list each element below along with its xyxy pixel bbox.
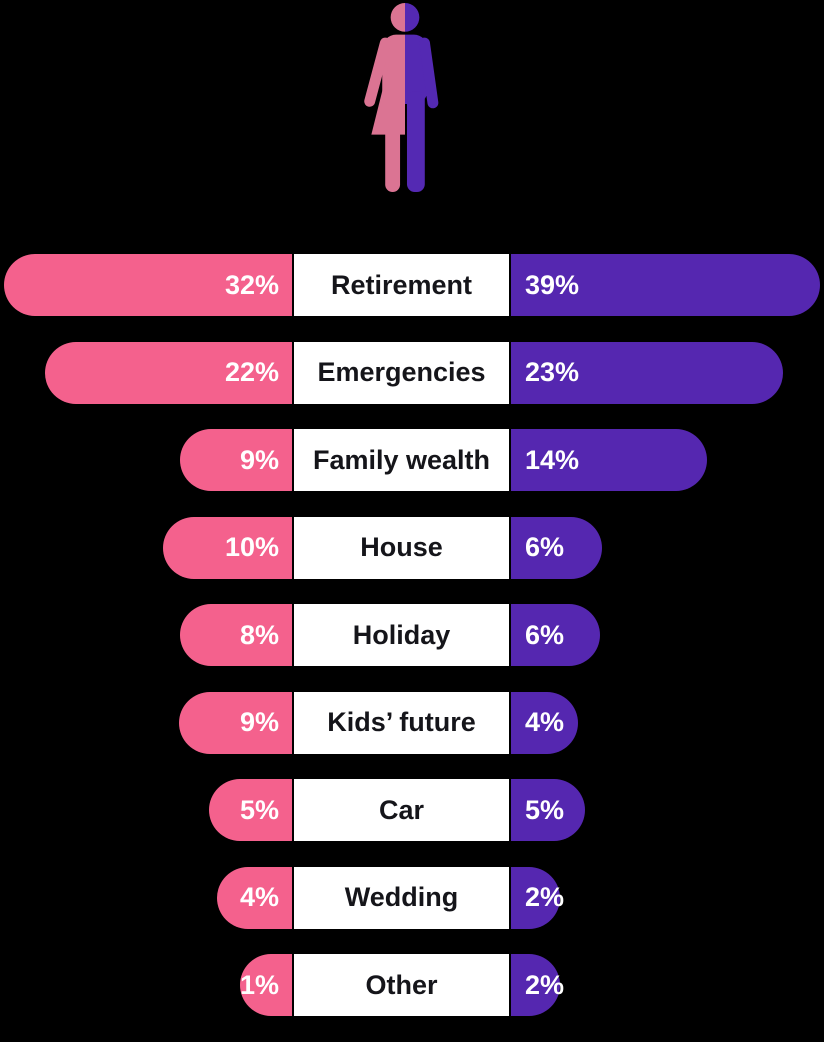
category-label-box: Holiday <box>294 604 509 666</box>
female-value-label: 4% <box>239 882 279 912</box>
male-bar: 5% <box>511 779 585 841</box>
male-value-label: 23% <box>525 357 580 387</box>
chart-row-family-wealth: 9% Family wealth 14% <box>0 429 824 491</box>
male-value-label: 6% <box>525 619 565 650</box>
female-value-label: 10% <box>224 532 279 562</box>
category-label: House <box>360 532 443 562</box>
female-value-label: 5% <box>239 794 279 825</box>
chart-row-car: 5% Car 5% <box>0 779 824 841</box>
chart-row-kids-future: 9% Kids’ future 4% <box>0 691 824 754</box>
male-head-half <box>405 2 420 32</box>
female-bar: 10% <box>163 516 292 579</box>
male-value-label: 2% <box>525 882 565 912</box>
female-bar: 22% <box>45 341 292 404</box>
male-bar: 2% <box>511 954 564 1016</box>
chart-row-holiday: 8% Holiday 6% <box>0 604 824 666</box>
category-label-box: House <box>294 516 509 579</box>
category-label: Family wealth <box>312 444 491 475</box>
category-label: Retirement <box>330 269 473 300</box>
female-value-label: 8% <box>239 619 279 650</box>
female-value-label: 1% <box>239 969 279 1000</box>
male-bar: 39% <box>511 254 820 316</box>
female-bar: 4% <box>217 866 292 929</box>
category-label: Emergencies <box>317 357 486 387</box>
female-bar: 1% <box>240 954 292 1016</box>
male-value-label: 2% <box>525 969 565 1000</box>
female-bar: 9% <box>180 429 292 491</box>
female-value-label: 9% <box>239 444 279 475</box>
male-bar: 6% <box>511 604 600 666</box>
female-value-label: 22% <box>224 357 279 387</box>
category-label: Kids’ future <box>327 707 476 737</box>
category-label-box: Wedding <box>294 866 509 929</box>
male-value-label: 39% <box>525 269 580 300</box>
half-female-half-male-icon <box>360 2 450 196</box>
category-label-box: Family wealth <box>294 429 509 491</box>
gender-figure-svg <box>364 2 439 193</box>
female-head-half <box>390 2 405 32</box>
male-bar: 14% <box>511 429 707 491</box>
male-bar: 2% <box>511 866 564 929</box>
category-label: Holiday <box>352 619 451 650</box>
female-body-half <box>364 34 405 193</box>
female-value-label: 32% <box>224 269 279 300</box>
category-label-box: Emergencies <box>294 341 509 404</box>
female-bar: 8% <box>180 604 292 666</box>
category-label-box: Other <box>294 954 509 1016</box>
category-label-box: Car <box>294 779 509 841</box>
savings-goals-diverging-chart: 32% Retirement 39% 22% Emergencies 23% 9… <box>0 254 824 1042</box>
chart-row-retirement: 32% Retirement 39% <box>0 254 824 316</box>
category-label: Car <box>378 794 425 825</box>
category-label-box: Retirement <box>294 254 509 316</box>
male-value-label: 5% <box>525 794 565 825</box>
category-label: Wedding <box>344 882 459 912</box>
female-bar: 32% <box>4 254 292 316</box>
category-label: Other <box>365 969 438 1000</box>
male-bar: 4% <box>511 691 578 754</box>
chart-row-other: 1% Other 2% <box>0 954 824 1016</box>
chart-row-house: 10% House 6% <box>0 516 824 579</box>
chart-row-wedding: 4% Wedding 2% <box>0 866 824 929</box>
chart-row-emergencies: 22% Emergencies 23% <box>0 341 824 404</box>
female-bar: 9% <box>179 691 292 754</box>
male-bar: 6% <box>511 516 602 579</box>
category-label-box: Kids’ future <box>294 691 509 754</box>
male-body-half <box>405 34 439 193</box>
female-bar: 5% <box>209 779 292 841</box>
male-value-label: 4% <box>525 707 565 737</box>
male-bar: 23% <box>511 341 783 404</box>
male-value-label: 6% <box>525 532 565 562</box>
female-value-label: 9% <box>239 707 279 737</box>
male-value-label: 14% <box>525 444 580 475</box>
